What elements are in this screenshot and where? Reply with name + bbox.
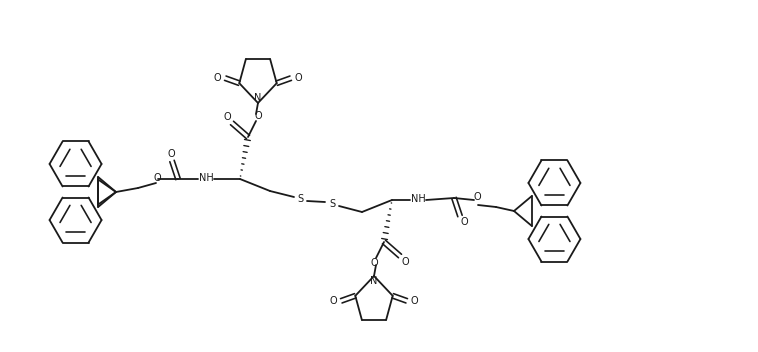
Text: NH: NH [411,194,425,204]
Text: NH: NH [199,173,213,183]
Text: S: S [329,199,335,209]
Text: O: O [330,296,337,306]
Text: O: O [223,112,231,122]
Text: O: O [401,257,409,267]
Text: O: O [254,111,262,121]
Text: O: O [460,217,468,227]
Text: O: O [473,192,481,202]
Text: O: O [153,173,161,183]
Text: N: N [255,93,262,103]
Text: S: S [297,194,303,204]
Text: O: O [411,296,418,306]
Text: O: O [370,258,377,268]
Text: O: O [295,73,302,83]
Text: O: O [168,149,175,159]
Text: N: N [371,276,377,286]
Text: O: O [214,73,221,83]
